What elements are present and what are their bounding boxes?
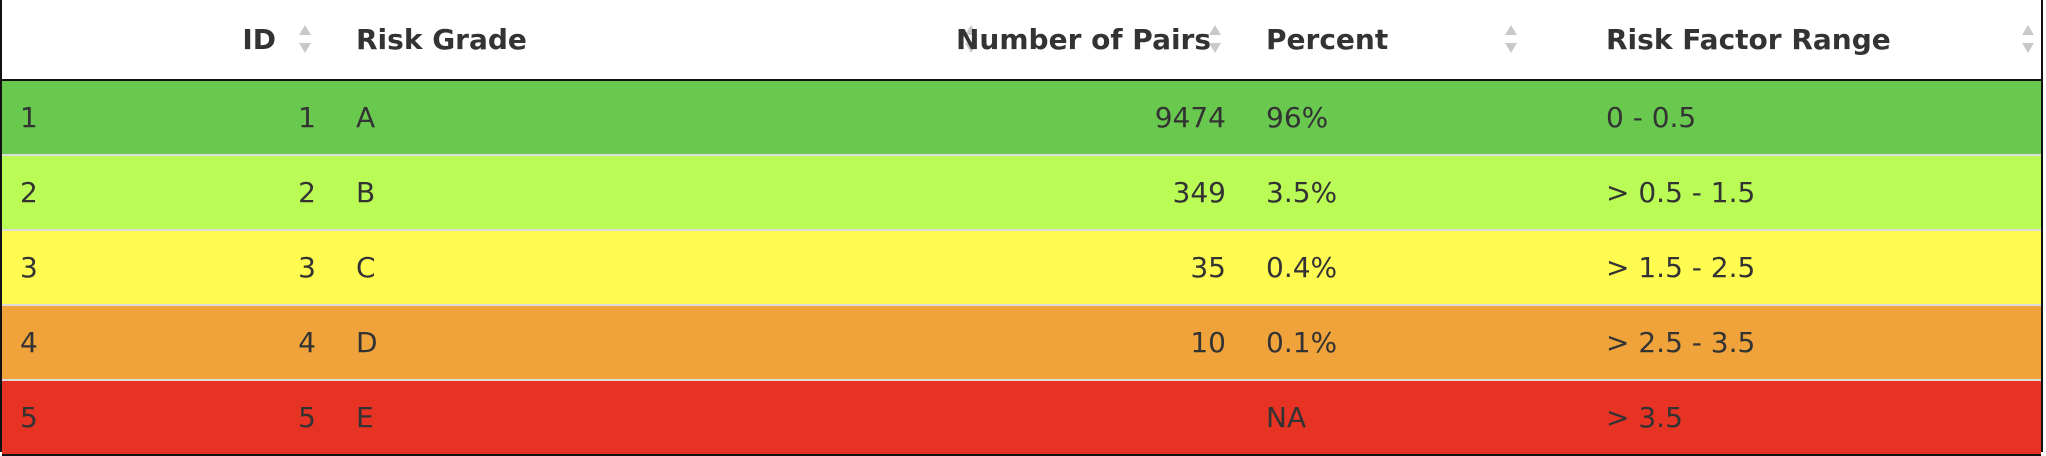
header-number-of-pairs[interactable]: Number of Pairs [956,0,1226,81]
cell-number-of-pairs: 10 [956,305,1226,381]
cell-percent: 3.5% [1226,155,1566,231]
cell-risk-grade: C [316,230,956,306]
header-number-of-pairs-label: Number of Pairs [956,23,1212,56]
table-header: ID Risk Grade Number of Pairs [2,0,2041,81]
table-row[interactable]: 2 2 B 349 3.5% > 0.5 - 1.5 [2,155,2041,231]
header-risk-factor-range[interactable]: Risk Factor Range [1566,0,2041,81]
header-percent-label: Percent [1266,23,1389,56]
cell-number-of-pairs: 349 [956,155,1226,231]
table-row[interactable]: 1 1 A 9474 96% 0 - 0.5 [2,80,2041,156]
table-row[interactable]: 5 5 E NA > 3.5 [2,380,2041,456]
cell-risk-factor-range: 0 - 0.5 [1566,80,2041,156]
cell-risk-grade: E [316,380,956,456]
cell-row-number: 5 [2,380,220,456]
table-row[interactable]: 4 4 D 10 0.1% > 2.5 - 3.5 [2,305,2041,381]
cell-number-of-pairs: 35 [956,230,1226,306]
sort-icon[interactable] [1208,23,1222,55]
cell-percent: 96% [1226,80,1566,156]
cell-number-of-pairs: 9474 [956,80,1226,156]
header-risk-grade[interactable]: Risk Grade [316,0,977,81]
cell-risk-factor-range: > 1.5 - 2.5 [1566,230,2041,306]
sort-icon[interactable] [298,23,312,55]
header-row-number [2,0,220,81]
header-percent[interactable]: Percent [1226,0,1566,81]
cell-percent: 0.1% [1226,305,1566,381]
cell-risk-factor-range: > 0.5 - 1.5 [1566,155,2041,231]
cell-id: 2 [220,155,316,231]
sort-icon[interactable] [1504,23,1518,55]
cell-id: 4 [220,305,316,381]
sort-icon[interactable] [2021,23,2035,55]
cell-percent: 0.4% [1226,230,1566,306]
table-row[interactable]: 3 3 C 35 0.4% > 1.5 - 2.5 [2,230,2041,306]
cell-row-number: 3 [2,230,220,306]
cell-risk-factor-range: > 3.5 [1566,380,2041,456]
cell-id: 5 [220,380,316,456]
cell-risk-factor-range: > 2.5 - 3.5 [1566,305,2041,381]
header-risk-factor-range-label: Risk Factor Range [1606,23,1891,56]
header-risk-grade-label: Risk Grade [356,23,527,56]
cell-risk-grade: B [316,155,956,231]
header-id-label: ID [242,23,276,56]
cell-risk-grade: D [316,305,956,381]
cell-row-number: 4 [2,305,220,381]
cell-percent: NA [1226,380,1566,456]
cell-row-number: 1 [2,80,220,156]
header-row: ID Risk Grade Number of Pairs [2,0,2041,81]
table-body: 1 1 A 9474 96% 0 - 0.5 2 2 B 349 3.5% > … [2,80,2041,456]
cell-id: 3 [220,230,316,306]
header-id[interactable]: ID [220,0,316,81]
cell-number-of-pairs [956,380,1226,456]
cell-risk-grade: A [316,80,956,156]
cell-id: 1 [220,80,316,156]
cell-row-number: 2 [2,155,220,231]
